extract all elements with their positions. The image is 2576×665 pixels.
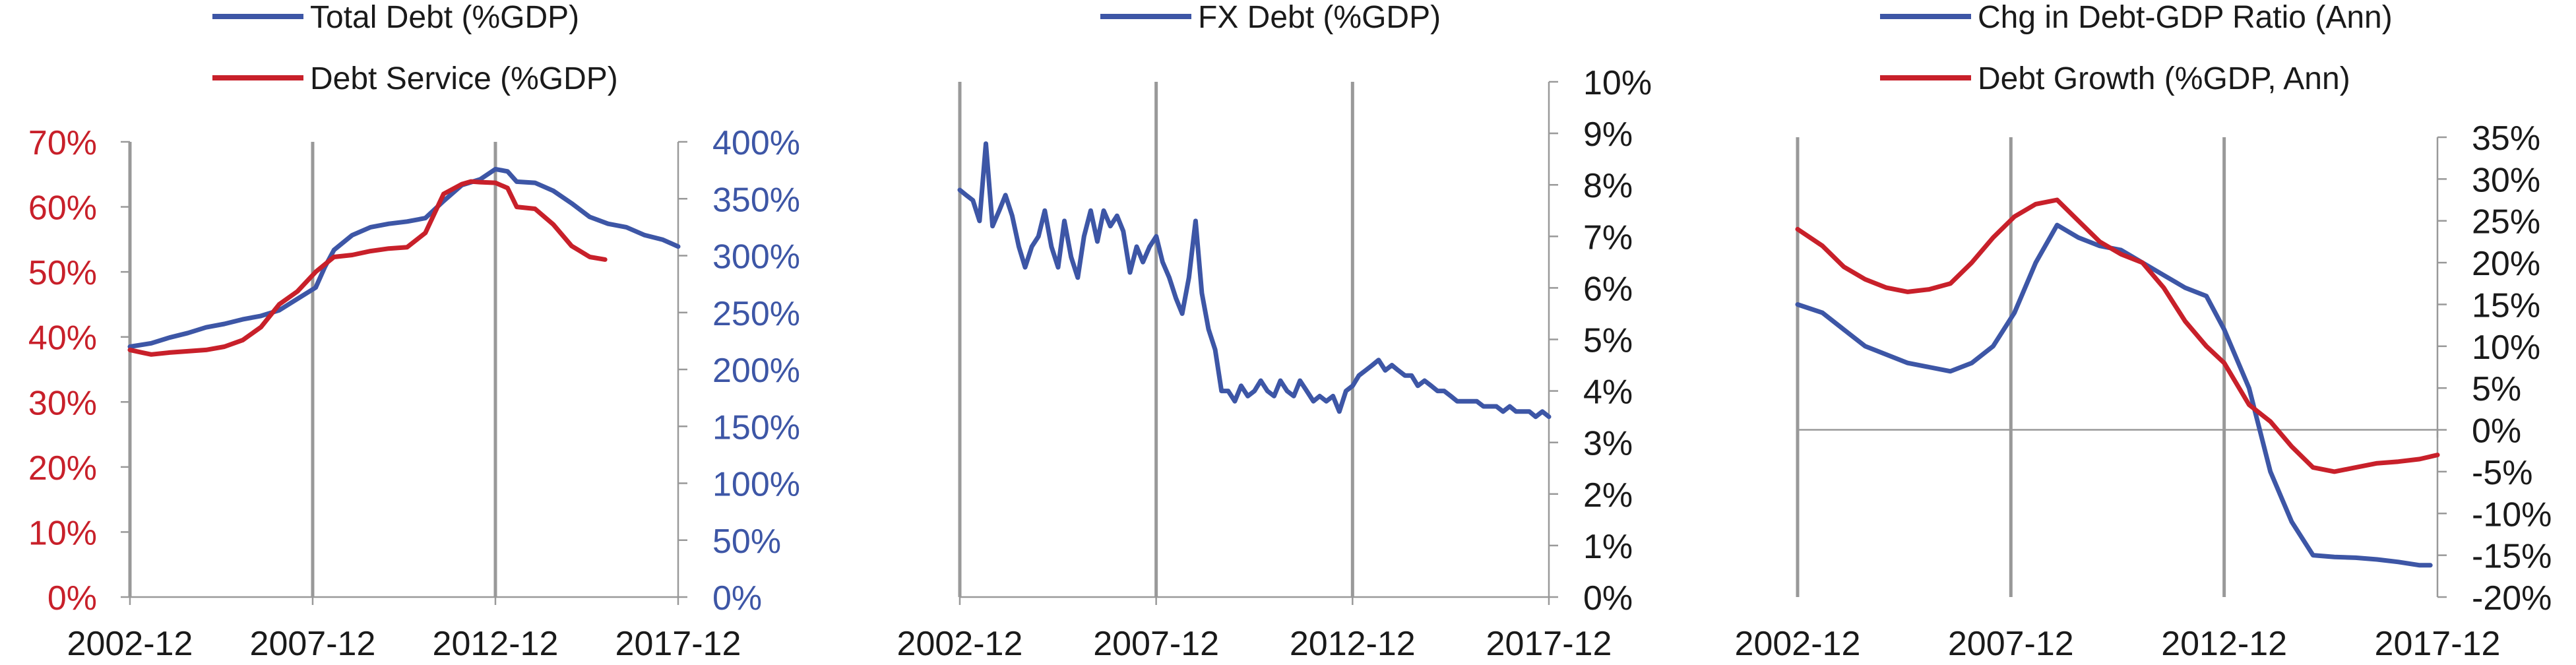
legend-label: Total Debt (%GDP) bbox=[310, 0, 579, 35]
left-axis-tick-label: 50% bbox=[28, 254, 97, 292]
right-axis-tick-label: 30% bbox=[2472, 161, 2540, 199]
legend-label: Debt Service (%GDP) bbox=[310, 61, 618, 96]
legend-entry-1: Total Debt (%GDP) bbox=[212, 0, 579, 35]
x-axis-tick-label: 2012-12 bbox=[2161, 625, 2287, 663]
right-axis-tick-label: 6% bbox=[1583, 270, 1633, 308]
right-axis-tick-label: 20% bbox=[2472, 245, 2540, 283]
right-axis-tick-label: 350% bbox=[712, 181, 800, 219]
x-axis-tick-label: 2017-12 bbox=[2375, 625, 2501, 663]
right-axis-tick-label: -5% bbox=[2472, 454, 2532, 492]
right-axis-tick-label: 0% bbox=[1583, 579, 1633, 618]
legend-entry-2: Debt Service (%GDP) bbox=[212, 61, 618, 96]
right-axis-tick-label: 0% bbox=[712, 579, 762, 618]
right-axis-tick-label: -20% bbox=[2472, 579, 2552, 618]
legend-label: FX Debt (%GDP) bbox=[1198, 0, 1441, 35]
legend-label: Debt Growth (%GDP, Ann) bbox=[1978, 61, 2350, 96]
right-axis-tick-label: 300% bbox=[712, 238, 800, 276]
right-axis-tick-label: 3% bbox=[1583, 425, 1633, 463]
left-axis-tick-label: 40% bbox=[28, 319, 97, 358]
left-axis-tick-label: 30% bbox=[28, 384, 97, 422]
right-axis-tick-label: 150% bbox=[712, 408, 800, 447]
series-line-2 bbox=[1795, 197, 2440, 474]
legend-entry-1: FX Debt (%GDP) bbox=[1100, 0, 1441, 35]
series-line-2 bbox=[127, 179, 608, 357]
right-axis-tick-label: 7% bbox=[1583, 218, 1633, 257]
right-axis-tick-label: 400% bbox=[712, 124, 800, 162]
left-axis-tick-label: 0% bbox=[47, 579, 97, 618]
x-axis-tick-label: 2007-12 bbox=[1948, 625, 2074, 663]
chart-2: 0% 1% 2% 3% 4% 5% 6% 7% 8% 9% 10% 2002-12 2007-12 201… bbox=[897, 0, 1652, 663]
right-axis-tick-label: 10% bbox=[1583, 64, 1652, 102]
chart-3: -20%-15% -10%-5%0% 5%10% 15%20% 25% 30%35% 200… bbox=[1735, 0, 2552, 663]
right-axis-tick-label: 25% bbox=[2472, 203, 2540, 241]
x-axis-tick-label: 2007-12 bbox=[250, 625, 376, 663]
x-axis-tick-label: 2017-12 bbox=[615, 625, 741, 663]
x-axis-tick-label: 2002-12 bbox=[67, 625, 193, 663]
right-axis-tick-label: 4% bbox=[1583, 373, 1633, 412]
right-axis-tick-label: 250% bbox=[712, 295, 800, 333]
series-line-1 bbox=[957, 141, 1552, 420]
right-axis-tick-label: -10% bbox=[2472, 495, 2552, 534]
x-axis-tick-label: 2017-12 bbox=[1486, 625, 1612, 663]
right-axis-tick-label: 35% bbox=[2472, 119, 2540, 158]
x-axis-tick-label: 2002-12 bbox=[897, 625, 1023, 663]
left-axis-tick-label: 70% bbox=[28, 124, 97, 162]
series-line-1 bbox=[1795, 222, 2433, 568]
right-axis-tick-label: 10% bbox=[2472, 329, 2540, 367]
series-line-1 bbox=[127, 166, 681, 349]
legend-label: Chg in Debt-GDP Ratio (Ann) bbox=[1978, 0, 2393, 35]
right-axis-tick-label: 15% bbox=[2472, 286, 2540, 325]
right-axis-tick-label: 9% bbox=[1583, 115, 1633, 154]
right-axis-tick-label: 50% bbox=[712, 522, 781, 561]
left-axis-tick-label: 20% bbox=[28, 449, 97, 488]
left-axis-tick-label: 10% bbox=[28, 514, 97, 552]
left-axis-tick-label: 60% bbox=[28, 189, 97, 228]
right-axis-tick-label: -15% bbox=[2472, 538, 2552, 576]
right-axis-tick-label: 1% bbox=[1583, 528, 1633, 566]
right-axis-tick-label: 8% bbox=[1583, 167, 1633, 205]
right-axis-tick-label: 2% bbox=[1583, 476, 1633, 515]
legend-entry-1: Chg in Debt-GDP Ratio (Ann) bbox=[1880, 0, 2393, 35]
right-axis-tick-label: 5% bbox=[2472, 370, 2521, 408]
x-axis-tick-label: 2002-12 bbox=[1735, 625, 1861, 663]
right-axis-tick-label: 0% bbox=[2472, 412, 2521, 451]
right-axis-tick-label: 200% bbox=[712, 352, 800, 390]
right-axis-tick-label: 5% bbox=[1583, 322, 1633, 360]
chart-1: 0% 50% 100% 150% 200% 250% 300% 350% 400% 0% 10% 20… bbox=[28, 0, 800, 663]
x-axis-tick-label: 2012-12 bbox=[433, 625, 559, 663]
x-axis-tick-label: 2007-12 bbox=[1093, 625, 1219, 663]
legend-entry-2: Debt Growth (%GDP, Ann) bbox=[1880, 61, 2350, 96]
right-axis-tick-label: 100% bbox=[712, 466, 800, 504]
x-axis-tick-label: 2012-12 bbox=[1290, 625, 1416, 663]
